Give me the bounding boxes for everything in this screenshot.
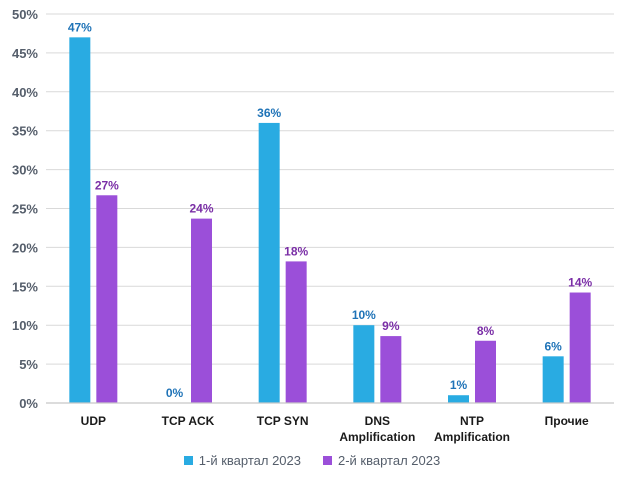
bar-series1 bbox=[353, 325, 375, 403]
y-tick-label: 0% bbox=[19, 396, 38, 411]
bar-series1 bbox=[258, 122, 280, 404]
x-tick-label: NTP bbox=[460, 414, 484, 428]
x-tick-label: TCP ACK bbox=[162, 414, 215, 428]
bar-series2 bbox=[191, 218, 212, 403]
bar-series2 bbox=[380, 336, 402, 403]
data-label: 8% bbox=[477, 324, 495, 338]
y-axis: 0% 5% 10% 15% 20% 25% 30% 35% 40% 45% 50% bbox=[12, 7, 38, 411]
legend-item-q1: 1-й квартал 2023 bbox=[183, 453, 301, 468]
legend-swatch-q1 bbox=[183, 456, 193, 465]
data-label: 27% bbox=[95, 178, 119, 192]
y-tick-label: 10% bbox=[12, 318, 38, 333]
y-tick-label: 20% bbox=[12, 240, 38, 255]
bars bbox=[69, 37, 591, 404]
y-tick-label: 50% bbox=[12, 7, 38, 22]
data-label: 9% bbox=[382, 319, 400, 333]
data-label: 0% bbox=[166, 386, 184, 400]
y-tick-label: 45% bbox=[12, 46, 38, 61]
bar-series2 bbox=[569, 292, 591, 403]
x-tick-label: Amplification bbox=[434, 430, 510, 444]
y-tick-label: 5% bbox=[19, 357, 38, 372]
x-tick-label: DNS bbox=[365, 414, 390, 428]
data-label: 47% bbox=[68, 20, 92, 34]
data-label: 36% bbox=[257, 106, 281, 120]
bar-series2 bbox=[475, 340, 496, 403]
x-axis: UDP TCP ACK TCP SYN DNS Amplification NTP Ampl… bbox=[46, 402, 614, 444]
bar-series1 bbox=[542, 356, 564, 403]
x-tick-label: Прочие bbox=[545, 414, 589, 428]
bar-series2 bbox=[96, 195, 118, 403]
legend-swatch-q2 bbox=[323, 456, 332, 465]
y-tick-label: 40% bbox=[12, 85, 38, 100]
legend-label-q1: 1-й квартал 2023 bbox=[198, 453, 301, 468]
x-tick-label: UDP bbox=[81, 414, 106, 428]
y-tick-label: 30% bbox=[12, 163, 38, 178]
x-tick-label: Amplification bbox=[339, 430, 415, 444]
legend-item-q2: 2-й квартал 2023 bbox=[323, 453, 440, 468]
bar-series2 bbox=[285, 261, 307, 403]
y-tick-label: 35% bbox=[12, 124, 38, 139]
bar-series1 bbox=[448, 395, 469, 403]
data-label: 1% bbox=[450, 378, 468, 392]
x-tick-label: TCP SYN bbox=[257, 414, 309, 428]
data-labels: 47% 27% 0% 24% 36% 18% 10% 9% 1% 8% 6% 14% bbox=[68, 20, 593, 400]
legend: 1-й квартал 2023 2-й квартал 2023 bbox=[0, 453, 624, 468]
gridlines bbox=[46, 13, 614, 365]
data-label: 18% bbox=[284, 244, 308, 258]
legend-label-q2: 2-й квартал 2023 bbox=[338, 453, 441, 468]
bar-series1 bbox=[69, 37, 91, 404]
data-label: 14% bbox=[568, 276, 592, 290]
data-label: 6% bbox=[544, 339, 562, 353]
y-tick-label: 15% bbox=[12, 279, 38, 294]
data-label: 24% bbox=[189, 202, 213, 216]
data-label: 10% bbox=[352, 308, 376, 322]
y-tick-label: 25% bbox=[12, 202, 38, 217]
